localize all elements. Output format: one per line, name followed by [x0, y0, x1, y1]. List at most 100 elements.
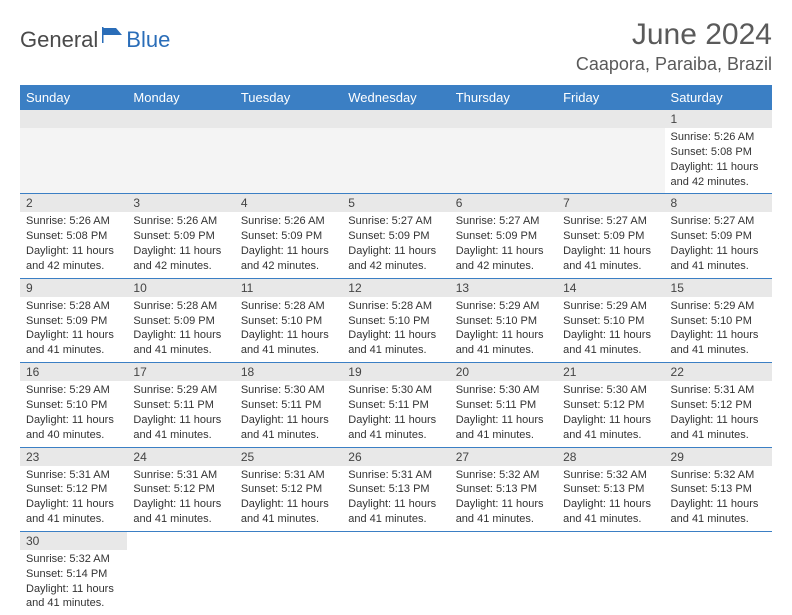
- day-number: 3: [127, 194, 234, 212]
- logo-text-general: General: [20, 27, 98, 53]
- logo: General Blue: [20, 26, 170, 53]
- day-number: 4: [235, 194, 342, 212]
- day-details: Sunrise: 5:26 AMSunset: 5:09 PMDaylight:…: [235, 212, 342, 277]
- calendar-row: 9Sunrise: 5:28 AMSunset: 5:09 PMDaylight…: [20, 278, 772, 362]
- day-details: Sunrise: 5:29 AMSunset: 5:11 PMDaylight:…: [127, 381, 234, 446]
- empty-cell: [127, 531, 234, 615]
- calendar-row: 30Sunrise: 5:32 AMSunset: 5:14 PMDayligh…: [20, 531, 772, 615]
- day-details: Sunrise: 5:32 AMSunset: 5:14 PMDaylight:…: [20, 550, 127, 615]
- empty-cell: [235, 110, 342, 194]
- day-number: 23: [20, 448, 127, 466]
- day-cell: 15Sunrise: 5:29 AMSunset: 5:10 PMDayligh…: [665, 278, 772, 362]
- day-number: 22: [665, 363, 772, 381]
- day-cell: 3Sunrise: 5:26 AMSunset: 5:09 PMDaylight…: [127, 194, 234, 278]
- day-details: Sunrise: 5:26 AMSunset: 5:08 PMDaylight:…: [20, 212, 127, 277]
- weekday-header: Friday: [557, 85, 664, 110]
- day-number: 17: [127, 363, 234, 381]
- day-cell: 7Sunrise: 5:27 AMSunset: 5:09 PMDaylight…: [557, 194, 664, 278]
- day-cell: 6Sunrise: 5:27 AMSunset: 5:09 PMDaylight…: [450, 194, 557, 278]
- day-cell: 29Sunrise: 5:32 AMSunset: 5:13 PMDayligh…: [665, 447, 772, 531]
- day-cell: 18Sunrise: 5:30 AMSunset: 5:11 PMDayligh…: [235, 363, 342, 447]
- calendar-row: 1Sunrise: 5:26 AMSunset: 5:08 PMDaylight…: [20, 110, 772, 194]
- weekday-header: Sunday: [20, 85, 127, 110]
- day-cell: 9Sunrise: 5:28 AMSunset: 5:09 PMDaylight…: [20, 278, 127, 362]
- day-number: 20: [450, 363, 557, 381]
- day-details: Sunrise: 5:28 AMSunset: 5:09 PMDaylight:…: [20, 297, 127, 362]
- day-number: 8: [665, 194, 772, 212]
- empty-cell: [450, 110, 557, 194]
- weekday-header: Thursday: [450, 85, 557, 110]
- day-cell: 21Sunrise: 5:30 AMSunset: 5:12 PMDayligh…: [557, 363, 664, 447]
- weekday-header-row: SundayMondayTuesdayWednesdayThursdayFrid…: [20, 85, 772, 110]
- calendar-row: 2Sunrise: 5:26 AMSunset: 5:08 PMDaylight…: [20, 194, 772, 278]
- flag-icon: [102, 26, 124, 49]
- day-number: 12: [342, 279, 449, 297]
- calendar-row: 16Sunrise: 5:29 AMSunset: 5:10 PMDayligh…: [20, 363, 772, 447]
- empty-cell: [342, 531, 449, 615]
- day-details: Sunrise: 5:27 AMSunset: 5:09 PMDaylight:…: [665, 212, 772, 277]
- day-details: Sunrise: 5:29 AMSunset: 5:10 PMDaylight:…: [450, 297, 557, 362]
- day-number: 13: [450, 279, 557, 297]
- day-cell: 14Sunrise: 5:29 AMSunset: 5:10 PMDayligh…: [557, 278, 664, 362]
- month-title: June 2024: [576, 18, 772, 52]
- day-number: 14: [557, 279, 664, 297]
- day-details: Sunrise: 5:29 AMSunset: 5:10 PMDaylight:…: [20, 381, 127, 446]
- day-details: Sunrise: 5:28 AMSunset: 5:10 PMDaylight:…: [235, 297, 342, 362]
- calendar-table: SundayMondayTuesdayWednesdayThursdayFrid…: [20, 85, 772, 615]
- day-cell: 20Sunrise: 5:30 AMSunset: 5:11 PMDayligh…: [450, 363, 557, 447]
- calendar-body: 1 Sunrise: 5:26 AMSunset: 5:08 PMDaylight…: [20, 110, 772, 615]
- empty-cell: [557, 531, 664, 615]
- day-details: Sunrise: 5:30 AMSunset: 5:12 PMDaylight:…: [557, 381, 664, 446]
- day-cell: 30Sunrise: 5:32 AMSunset: 5:14 PMDayligh…: [20, 531, 127, 615]
- day-cell: 13Sunrise: 5:29 AMSunset: 5:10 PMDayligh…: [450, 278, 557, 362]
- day-details: Sunrise: 5:28 AMSunset: 5:09 PMDaylight:…: [127, 297, 234, 362]
- day-details: Sunrise: 5:27 AMSunset: 5:09 PMDaylight:…: [450, 212, 557, 277]
- day-number: 25: [235, 448, 342, 466]
- day-cell: 16Sunrise: 5:29 AMSunset: 5:10 PMDayligh…: [20, 363, 127, 447]
- weekday-header: Tuesday: [235, 85, 342, 110]
- location: Caapora, Paraiba, Brazil: [576, 54, 772, 75]
- day-number: 30: [20, 532, 127, 550]
- day-cell: 19Sunrise: 5:30 AMSunset: 5:11 PMDayligh…: [342, 363, 449, 447]
- empty-cell: [557, 110, 664, 194]
- title-block: June 2024 Caapora, Paraiba, Brazil: [576, 18, 772, 75]
- day-number: 15: [665, 279, 772, 297]
- day-cell: 4Sunrise: 5:26 AMSunset: 5:09 PMDaylight…: [235, 194, 342, 278]
- day-details: Sunrise: 5:31 AMSunset: 5:13 PMDaylight:…: [342, 466, 449, 531]
- empty-cell: [450, 531, 557, 615]
- day-number: 24: [127, 448, 234, 466]
- empty-cell: [235, 531, 342, 615]
- day-cell: 5Sunrise: 5:27 AMSunset: 5:09 PMDaylight…: [342, 194, 449, 278]
- day-number: 11: [235, 279, 342, 297]
- day-details: Sunrise: 5:27 AMSunset: 5:09 PMDaylight:…: [557, 212, 664, 277]
- day-cell: 27Sunrise: 5:32 AMSunset: 5:13 PMDayligh…: [450, 447, 557, 531]
- empty-cell: [665, 531, 772, 615]
- day-number: 9: [20, 279, 127, 297]
- empty-cell: [342, 110, 449, 194]
- day-cell: 8Sunrise: 5:27 AMSunset: 5:09 PMDaylight…: [665, 194, 772, 278]
- day-number: 7: [557, 194, 664, 212]
- logo-text-blue: Blue: [126, 27, 170, 53]
- day-details: Sunrise: 5:31 AMSunset: 5:12 PMDaylight:…: [127, 466, 234, 531]
- day-details: Sunrise: 5:28 AMSunset: 5:10 PMDaylight:…: [342, 297, 449, 362]
- day-number: 16: [20, 363, 127, 381]
- day-number: 21: [557, 363, 664, 381]
- day-number: 10: [127, 279, 234, 297]
- day-cell: 24Sunrise: 5:31 AMSunset: 5:12 PMDayligh…: [127, 447, 234, 531]
- day-details: Sunrise: 5:30 AMSunset: 5:11 PMDaylight:…: [450, 381, 557, 446]
- day-details: Sunrise: 5:31 AMSunset: 5:12 PMDaylight:…: [20, 466, 127, 531]
- day-number: 18: [235, 363, 342, 381]
- day-number: 28: [557, 448, 664, 466]
- day-cell: 12Sunrise: 5:28 AMSunset: 5:10 PMDayligh…: [342, 278, 449, 362]
- day-number: 1: [665, 110, 772, 128]
- day-details: Sunrise: 5:30 AMSunset: 5:11 PMDaylight:…: [235, 381, 342, 446]
- weekday-header: Monday: [127, 85, 234, 110]
- day-details: Sunrise: 5:29 AMSunset: 5:10 PMDaylight:…: [665, 297, 772, 362]
- calendar-row: 23Sunrise: 5:31 AMSunset: 5:12 PMDayligh…: [20, 447, 772, 531]
- empty-cell: [127, 110, 234, 194]
- header: General Blue June 2024 Caapora, Paraiba,…: [20, 18, 772, 75]
- day-number: 27: [450, 448, 557, 466]
- day-number: 26: [342, 448, 449, 466]
- day-cell: 25Sunrise: 5:31 AMSunset: 5:12 PMDayligh…: [235, 447, 342, 531]
- empty-cell: [20, 110, 127, 194]
